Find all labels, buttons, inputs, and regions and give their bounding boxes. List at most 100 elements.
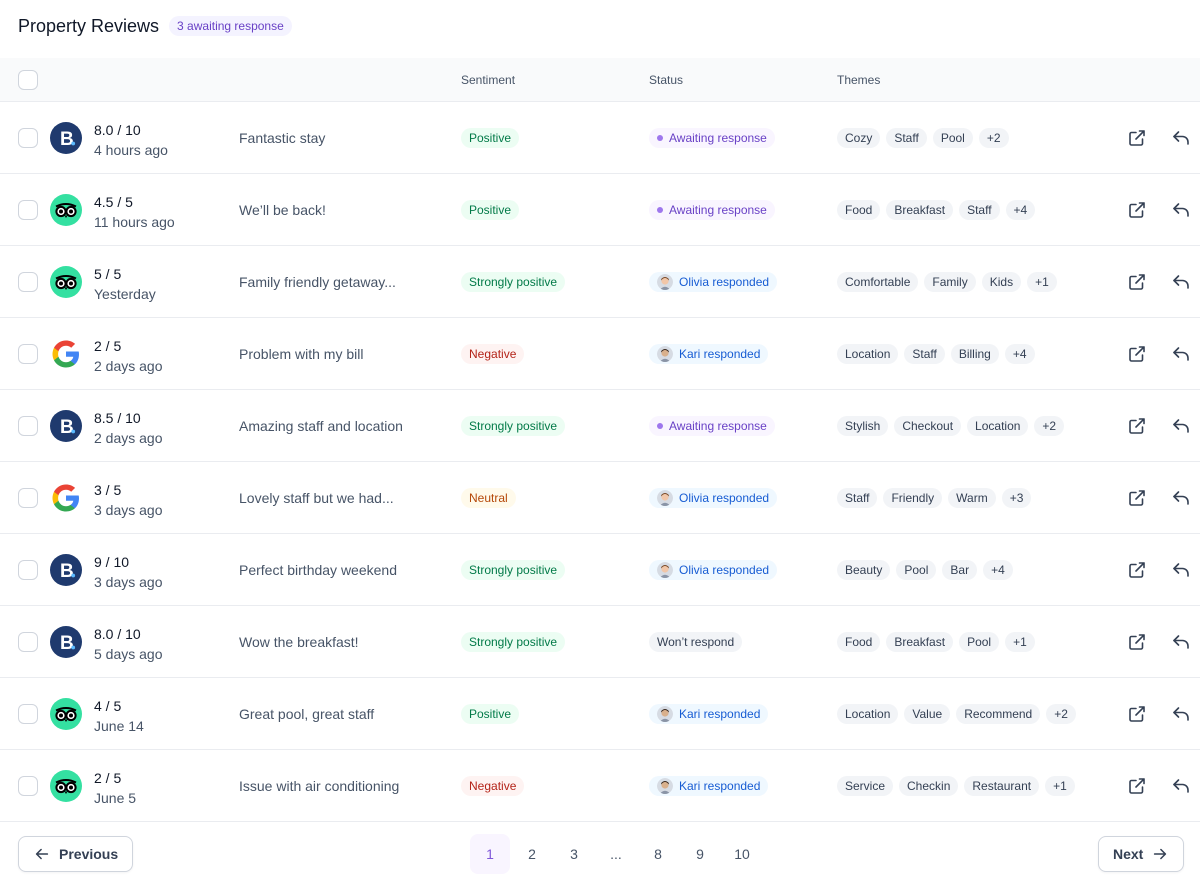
status-badge: Won’t respond xyxy=(649,632,743,652)
table-row[interactable]: 2 / 5 2 days ago Problem with my bill Negat… xyxy=(0,318,1200,390)
reply-icon[interactable] xyxy=(1171,704,1191,724)
review-time: 2 days ago xyxy=(94,358,163,374)
theme-tag: Recommend xyxy=(956,704,1041,724)
status-label: Olivia responded xyxy=(679,491,770,505)
row-checkbox[interactable] xyxy=(18,200,38,220)
tripadvisor-logo-icon xyxy=(50,698,82,730)
row-checkbox[interactable] xyxy=(18,344,38,364)
theme-tag: Restaurant xyxy=(964,776,1040,796)
status-badge: Olivia responded xyxy=(649,560,778,580)
next-button[interactable]: Next xyxy=(1098,836,1185,872)
row-checkbox[interactable] xyxy=(18,488,38,508)
themes-list: Stylish Checkout Location +2 xyxy=(837,416,1065,436)
review-title[interactable]: Fantastic stay xyxy=(239,130,326,146)
reply-icon[interactable] xyxy=(1171,272,1191,292)
open-external-icon[interactable] xyxy=(1127,776,1147,796)
theme-tag: Location xyxy=(967,416,1029,436)
table-row[interactable]: 2 / 5 June 5 Issue with air conditioning Ne… xyxy=(0,750,1200,822)
row-checkbox[interactable] xyxy=(18,272,38,292)
page-number[interactable]: 8 xyxy=(654,846,662,862)
open-external-icon[interactable] xyxy=(1127,704,1147,724)
theme-tag: Location xyxy=(837,344,899,364)
status-label: Awaiting response xyxy=(669,203,767,217)
page-numbers: 1 2 3... 8 9 10 xyxy=(470,834,764,874)
table-row[interactable]: 4.5 / 5 11 hours ago We’ll be back! Positiv… xyxy=(0,174,1200,246)
theme-tag: Billing xyxy=(950,344,999,364)
sentiment-badge: Strongly positive xyxy=(461,272,566,292)
review-title[interactable]: Perfect birthday weekend xyxy=(239,562,397,578)
table-row[interactable]: 3 / 5 3 days ago Lovely staff but we had..… xyxy=(0,462,1200,534)
table-row[interactable]: 4 / 5 June 14 Great pool, great staff Posit… xyxy=(0,678,1200,750)
theme-tag: Value xyxy=(904,704,951,724)
row-checkbox[interactable] xyxy=(18,560,38,580)
themes-list: Location Value Recommend +2 xyxy=(837,704,1076,724)
theme-tag: Pool xyxy=(896,560,937,580)
table-row[interactable]: B 8.5 / 10 2 days ago Amazing staff and loc… xyxy=(0,390,1200,462)
open-external-icon[interactable] xyxy=(1127,200,1147,220)
previous-button[interactable]: Previous xyxy=(18,836,134,872)
reply-icon[interactable] xyxy=(1171,416,1191,436)
review-time: 3 days ago xyxy=(94,502,163,518)
review-title[interactable]: Family friendly getaway... xyxy=(239,274,396,290)
theme-tag: Family xyxy=(924,272,976,292)
sentiment-badge: Strongly positive xyxy=(461,416,566,436)
theme-tag: Food xyxy=(837,632,881,652)
page-number[interactable]: 9 xyxy=(696,846,704,862)
page-number[interactable]: 3 xyxy=(570,846,578,862)
open-external-icon[interactable] xyxy=(1127,560,1147,580)
review-title[interactable]: Problem with my bill xyxy=(239,346,364,362)
review-time: 5 days ago xyxy=(94,646,163,662)
column-header-status: Status xyxy=(649,73,684,87)
table-row[interactable]: B 8.0 / 10 4 hours ago Fantastic stay Positi… xyxy=(0,102,1200,174)
review-title[interactable]: Wow the breakfast! xyxy=(239,634,359,650)
svg-text:B: B xyxy=(60,417,74,438)
review-rating: 3 / 5 xyxy=(94,482,122,498)
reply-icon[interactable] xyxy=(1171,776,1191,796)
sentiment-badge: Positive xyxy=(461,200,520,220)
sentiment-badge: Neutral xyxy=(461,488,516,508)
status-label: Kari responded xyxy=(679,707,761,721)
open-external-icon[interactable] xyxy=(1127,488,1147,508)
reply-icon[interactable] xyxy=(1171,488,1191,508)
review-title[interactable]: Amazing staff and location xyxy=(239,418,403,434)
reply-icon[interactable] xyxy=(1171,632,1191,652)
svg-text:B: B xyxy=(60,561,74,582)
theme-tag: Checkout xyxy=(894,416,962,436)
open-external-icon[interactable] xyxy=(1127,128,1147,148)
table-row[interactable]: B 8.0 / 10 5 days ago Wow the breakfast! Str… xyxy=(0,606,1200,678)
open-external-icon[interactable] xyxy=(1127,416,1147,436)
review-title[interactable]: We’ll be back! xyxy=(239,202,326,218)
column-header-themes: Themes xyxy=(837,73,881,87)
row-checkbox[interactable] xyxy=(18,632,38,652)
reply-icon[interactable] xyxy=(1171,560,1191,580)
page-number[interactable]: 2 xyxy=(528,846,536,862)
open-external-icon[interactable] xyxy=(1127,344,1147,364)
row-checkbox[interactable] xyxy=(18,776,38,796)
review-rating: 9 / 10 xyxy=(94,554,130,570)
theme-tag: Pool xyxy=(932,128,973,148)
previous-label: Previous xyxy=(59,846,119,862)
row-checkbox[interactable] xyxy=(18,704,38,724)
responder-avatar xyxy=(657,706,673,722)
open-external-icon[interactable] xyxy=(1127,632,1147,652)
review-title[interactable]: Great pool, great staff xyxy=(239,706,375,722)
themes-list: Location Staff Billing +4 xyxy=(837,344,1035,364)
reply-icon[interactable] xyxy=(1171,344,1191,364)
status-label: Olivia responded xyxy=(679,275,770,289)
page-number[interactable]: 1 xyxy=(470,834,510,874)
reply-icon[interactable] xyxy=(1171,200,1191,220)
review-time: Yesterday xyxy=(94,286,156,302)
select-all-checkbox[interactable] xyxy=(18,70,38,90)
reply-icon[interactable] xyxy=(1171,128,1191,148)
review-title[interactable]: Lovely staff but we had... xyxy=(239,490,394,506)
table-row[interactable]: 5 / 5 Yesterday Family friendly getaway...… xyxy=(0,246,1200,318)
open-external-icon[interactable] xyxy=(1127,272,1147,292)
page-number[interactable]: 10 xyxy=(734,846,750,862)
themes-list: Staff Friendly Warm +3 xyxy=(837,488,1032,508)
row-checkbox[interactable] xyxy=(18,416,38,436)
table-row[interactable]: B 9 / 10 3 days ago Perfect birthday weeken… xyxy=(0,534,1200,606)
status-label: Olivia responded xyxy=(679,563,770,577)
row-checkbox[interactable] xyxy=(18,128,38,148)
review-title[interactable]: Issue with air conditioning xyxy=(239,778,400,794)
booking-logo-icon: B xyxy=(50,626,82,658)
